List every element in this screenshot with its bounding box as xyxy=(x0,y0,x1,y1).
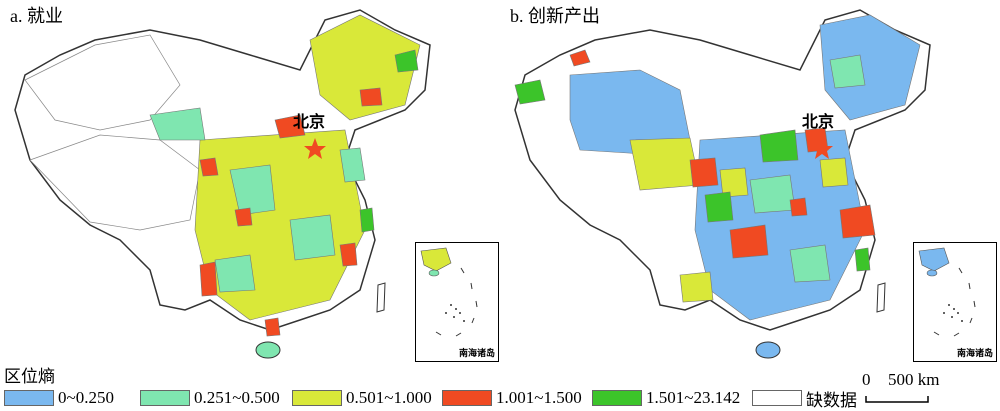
china-map-innovation xyxy=(514,9,931,359)
panel-title: a. 就业 xyxy=(10,6,63,26)
legend-item: 缺数据 xyxy=(752,388,857,410)
legend-swatch xyxy=(442,390,492,406)
inset-label: 南海诸岛 xyxy=(956,349,993,359)
legend-label: 缺数据 xyxy=(806,390,857,410)
legend-title: 区位熵 xyxy=(4,367,55,387)
legend-label: 1.501~23.142 xyxy=(646,388,741,407)
legend-item: 1.501~23.142 xyxy=(592,388,740,408)
map-legend: 区位熵 0~0.250 0.251~0.500 0.501~1.000 1.00… xyxy=(0,360,1000,410)
legend-swatch xyxy=(752,390,802,406)
scale-line xyxy=(865,396,929,403)
scale-bar: 0 500 km xyxy=(862,370,992,410)
inset-map xyxy=(420,247,478,337)
south-china-sea-inset: 南海诸岛 xyxy=(415,242,499,362)
south-china-sea-inset: 南海诸岛 xyxy=(913,242,997,362)
legend-item: 0.251~0.500 xyxy=(140,388,280,408)
map-panel-employment: a. 就业 北京 南海诸岛 xyxy=(0,0,500,362)
panel-title: b. 创新产出 xyxy=(510,6,600,26)
legend-swatch xyxy=(292,390,342,406)
legend-item: 1.001~1.500 xyxy=(442,388,582,408)
legend-label: 0.251~0.500 xyxy=(194,388,280,407)
scale-zero: 0 xyxy=(862,370,871,389)
legend-swatch xyxy=(592,390,642,406)
inset-map xyxy=(918,247,976,337)
capital-label: 北京 xyxy=(802,112,835,131)
legend-label: 1.001~1.500 xyxy=(496,388,582,407)
legend-item: 0~0.250 xyxy=(4,388,114,408)
capital-label: 北京 xyxy=(293,112,326,131)
legend-item: 0.501~1.000 xyxy=(292,388,432,408)
legend-label: 0.501~1.000 xyxy=(346,388,432,407)
scale-distance: 500 km xyxy=(888,370,940,389)
map-panel-innovation: b. 创新产出 北京 南海诸岛 xyxy=(500,0,1000,362)
legend-label: 0~0.250 xyxy=(58,388,114,407)
legend-swatch xyxy=(4,390,54,406)
china-map-employment xyxy=(14,9,431,359)
legend-swatch xyxy=(140,390,190,406)
inset-label: 南海诸岛 xyxy=(458,349,495,359)
